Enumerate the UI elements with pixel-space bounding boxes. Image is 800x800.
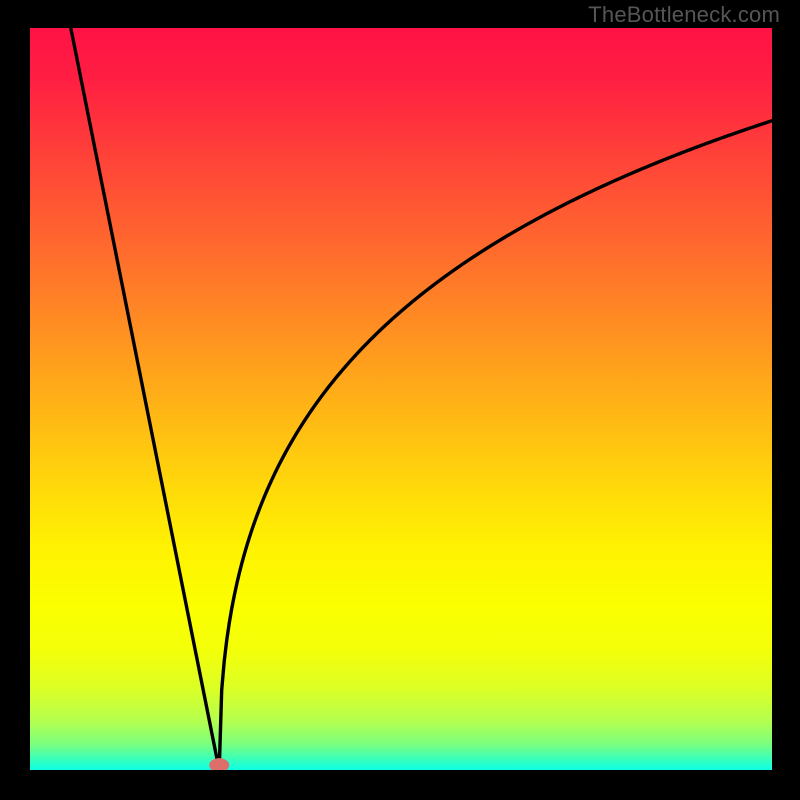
chart-frame: TheBottleneck.com xyxy=(0,0,800,800)
plot-area xyxy=(30,28,772,770)
gradient-plot xyxy=(30,28,772,770)
gradient-background xyxy=(30,28,772,770)
watermark-text: TheBottleneck.com xyxy=(588,2,780,28)
